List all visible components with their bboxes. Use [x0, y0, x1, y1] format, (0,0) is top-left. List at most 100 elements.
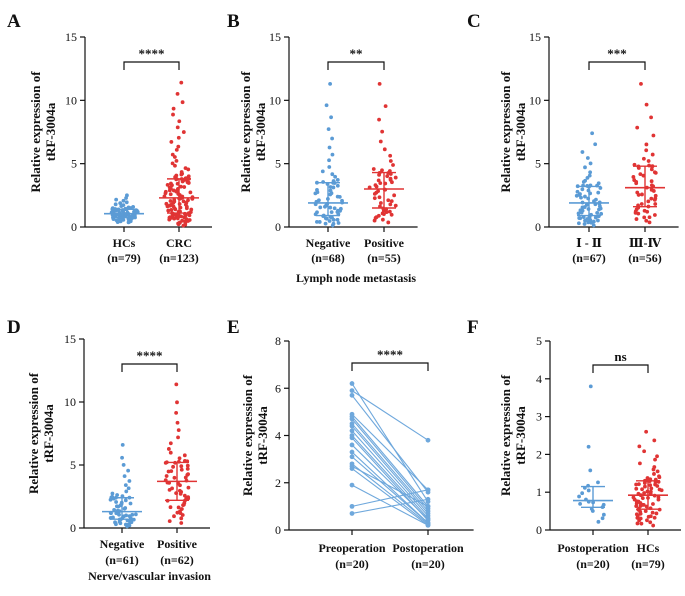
category-label: Positive [157, 537, 198, 551]
data-point [349, 388, 355, 394]
panel-label: E [227, 317, 240, 338]
data-point [588, 161, 593, 166]
data-point [120, 455, 124, 460]
data-point [601, 502, 606, 507]
data-point [169, 181, 173, 186]
data-point [389, 212, 394, 217]
panel-C: C Relative expression of tRF-3004a 0 5 10 15 Ⅰ … [467, 11, 679, 265]
data-point [133, 512, 138, 517]
data-point [331, 221, 336, 226]
data-point [188, 190, 193, 195]
data-point [165, 182, 170, 187]
y-axis-label-line2: tRF-3004a [513, 102, 528, 161]
data-point [377, 117, 381, 122]
data-point [634, 217, 639, 221]
data-point [335, 183, 340, 188]
data-point [181, 199, 186, 204]
data-point [647, 215, 652, 220]
data-point [638, 172, 643, 177]
y-tick-label: 0 [536, 523, 542, 537]
data-point [584, 202, 589, 207]
data-point [649, 486, 654, 491]
data-point [582, 222, 587, 226]
data-point [185, 180, 190, 185]
data-point [173, 163, 177, 168]
data-point [649, 179, 654, 184]
data-point [639, 521, 644, 526]
y-tick-label: 10 [65, 93, 77, 107]
data-point [349, 454, 355, 460]
data-point [644, 102, 649, 107]
data-point [176, 428, 181, 433]
data-point [378, 139, 383, 144]
y-tick-label: 15 [269, 30, 281, 44]
y-tick-label: 1 [536, 485, 542, 499]
data-point [650, 510, 655, 515]
data-point [596, 519, 601, 524]
paired-line [351, 394, 429, 493]
data-point [176, 505, 181, 510]
y-tick-label: 8 [275, 334, 281, 348]
data-point [380, 129, 385, 134]
data-point [327, 165, 332, 169]
paired-line [351, 468, 429, 526]
data-point [330, 172, 335, 177]
data-point [123, 522, 128, 527]
data-point [169, 208, 174, 212]
data-point [349, 449, 355, 455]
data-point [121, 198, 126, 203]
paired-line [351, 390, 429, 441]
panel-label: C [467, 11, 481, 32]
data-point [329, 210, 334, 215]
y-tick-label: 0 [275, 220, 281, 234]
y-tick-label: 4 [536, 372, 542, 386]
data-point [653, 457, 657, 462]
data-point [332, 206, 337, 211]
data-point [179, 184, 183, 189]
y-tick-label: 0 [535, 220, 541, 234]
data-point [575, 189, 580, 194]
data-point [651, 523, 656, 528]
paired-line [351, 444, 429, 520]
data-point [593, 215, 598, 220]
data-point [326, 127, 331, 131]
data-point [186, 472, 190, 476]
data-point [186, 198, 190, 203]
x-axis-title: Lymph node metastasis [296, 271, 416, 285]
data-point [323, 221, 328, 226]
data-point [386, 220, 391, 225]
data-point [378, 201, 383, 205]
data-point [576, 211, 581, 216]
y-axis-label-line2: tRF-3004a [513, 406, 528, 465]
panel-E: E Relative expression of tRF-3004a 0 2 4 6 8 Pre… [227, 317, 474, 571]
data-point [126, 486, 131, 491]
y-axis-label: Relative expression of tRF-3004a [498, 374, 528, 496]
data-point [596, 480, 600, 485]
y-tick-label: 15 [65, 30, 77, 44]
significance-bracket [592, 364, 649, 373]
data-point [110, 491, 115, 496]
data-point [648, 520, 653, 525]
category-label: Ⅲ-Ⅳ [629, 236, 662, 250]
data-point [179, 467, 184, 472]
data-point [652, 213, 657, 217]
paired-line [351, 425, 429, 514]
data-point [171, 112, 175, 117]
data-point [175, 420, 180, 425]
paired-line [351, 451, 429, 524]
panel-label: D [7, 317, 21, 338]
data-point [425, 437, 431, 443]
data-point [124, 513, 129, 518]
data-point [642, 215, 647, 220]
significance-label: ns [614, 349, 626, 364]
category-label: Ⅰ - Ⅱ [576, 236, 602, 250]
data-point [331, 185, 336, 190]
panel-F: F Relative expression of tRF-3004a 0 1 2 3 4 5 Po… [467, 317, 681, 571]
data-point [385, 174, 390, 179]
data-point [425, 496, 431, 502]
data-point [118, 201, 123, 206]
data-point [373, 183, 378, 188]
data-point [371, 167, 376, 171]
data-point [635, 125, 640, 130]
data-point [127, 479, 132, 483]
